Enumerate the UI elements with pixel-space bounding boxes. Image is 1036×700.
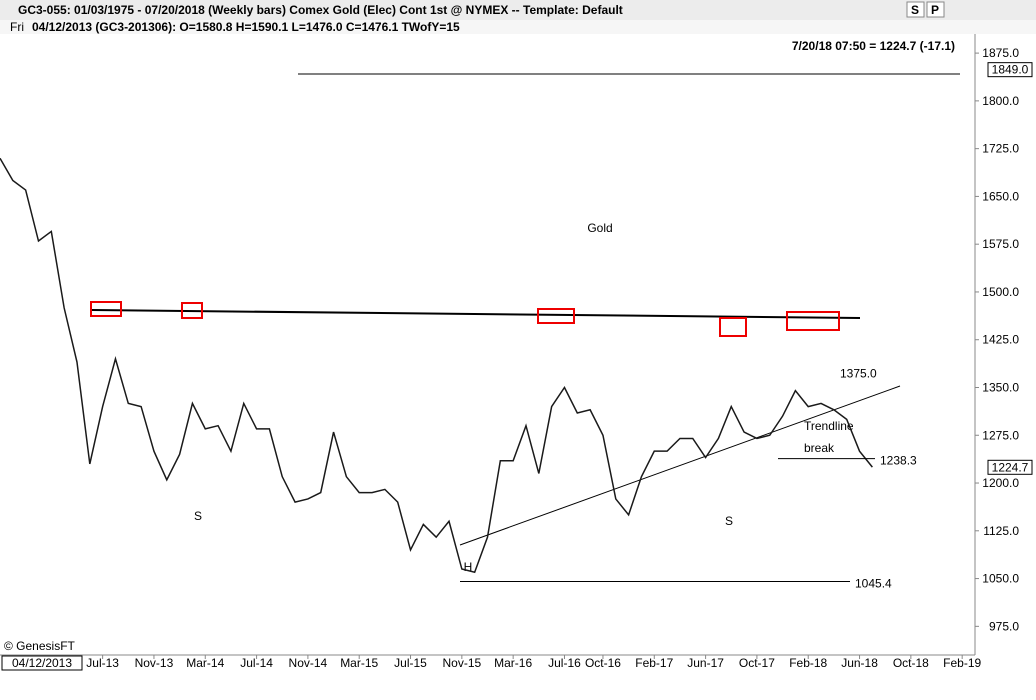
trendline [459, 385, 901, 546]
y-tick-label: 1500.0 [982, 285, 1019, 299]
y-tick-label: 1350.0 [982, 380, 1019, 394]
y-tick-label: 1050.0 [982, 572, 1019, 586]
level-label: 1045.4 [855, 576, 892, 590]
x-tick-label: Mar-14 [186, 656, 224, 670]
x-tick-label: Jul-15 [394, 656, 427, 670]
annotation: H [464, 560, 473, 574]
header-day: Fri [10, 20, 24, 34]
y-tick-label: 1650.0 [982, 189, 1019, 203]
y-tick-label: 1425.0 [982, 333, 1019, 347]
x-tick-label: Jul-13 [86, 656, 119, 670]
price-tag [987, 62, 1033, 78]
button-label[interactable]: S [911, 3, 919, 17]
x-tick-label: Nov-13 [135, 656, 174, 670]
x-tick-label: Oct-17 [739, 656, 775, 670]
x-tick-label: Nov-15 [442, 656, 481, 670]
price-tag-label: 1849.0 [992, 63, 1029, 77]
button[interactable] [906, 1, 925, 18]
x-tick-label: Jun-18 [841, 656, 878, 670]
cursor-date: 04/12/2013 [12, 656, 72, 670]
x-tick-label: Mar-15 [340, 656, 378, 670]
neckline [91, 309, 861, 319]
cursor-date-box [1, 655, 83, 671]
button[interactable] [926, 1, 945, 18]
chart-title: Gold [587, 221, 612, 235]
x-tick-label: Jun-17 [687, 656, 724, 670]
annotation: S [194, 509, 202, 523]
header-title: GC3-055: 01/03/1975 - 07/20/2018 (Weekly… [18, 3, 623, 17]
x-tick-label: Oct-16 [585, 656, 621, 670]
x-tick-label: Mar-16 [494, 656, 532, 670]
title-bar [0, 0, 1036, 20]
x-tick-label: Jul-16 [548, 656, 581, 670]
price-tag [987, 459, 1033, 475]
annotation: S [725, 514, 733, 528]
x-tick-label: Feb-17 [635, 656, 673, 670]
y-tick-label: 1200.0 [982, 476, 1019, 490]
x-tick-label: Feb-19 [943, 656, 981, 670]
info-bar [0, 20, 1036, 34]
y-tick-label: 1125.0 [983, 524, 1019, 538]
y-tick-label: 1875.0 [982, 46, 1019, 60]
y-tick-label: 975.0 [989, 619, 1019, 633]
x-tick-label: Nov-14 [289, 656, 328, 670]
button-label[interactable]: P [931, 3, 939, 17]
price-line [0, 157, 873, 574]
x-tick-label: Oct-18 [893, 656, 929, 670]
level-label: 1375.0 [840, 367, 877, 381]
x-tick-label: Jul-14 [240, 656, 273, 670]
readout: 7/20/18 07:50 = 1224.7 (-17.1) [792, 39, 955, 53]
y-tick-label: 1725.0 [982, 142, 1019, 156]
annotation: Trendline break [804, 419, 854, 455]
y-tick-label: 1575.0 [982, 237, 1019, 251]
price-tag-label: 1224.7 [992, 460, 1029, 474]
level-label: 1238.3 [880, 454, 917, 468]
x-tick-label: Feb-18 [789, 656, 827, 670]
credit: © GenesisFT [4, 639, 76, 653]
y-tick-label: 1275.0 [982, 428, 1019, 442]
highlight-boxes [90, 301, 840, 337]
header-info: 04/12/2013 (GC3-201306): O=1580.8 H=1590… [32, 20, 460, 34]
y-tick-label: 1800.0 [982, 94, 1019, 108]
